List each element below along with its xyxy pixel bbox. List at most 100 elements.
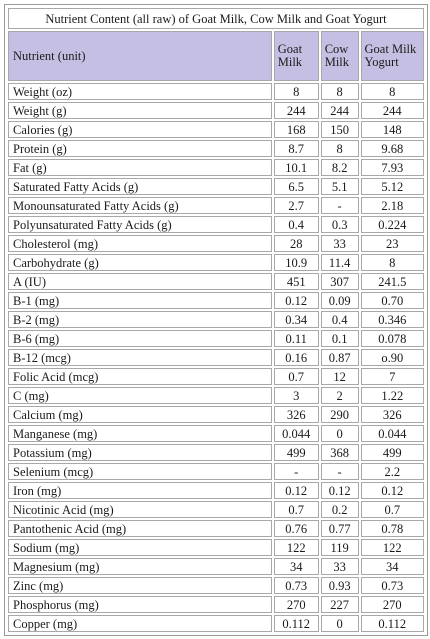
goat-yogurt-value-cell: 0.70 [360,292,424,309]
goat-milk-value-cell: 0.76 [273,520,319,537]
goat-milk-value-cell: 270 [273,596,319,613]
table-row: Nicotinic Acid (mg) 0.7 0.2 0.7 [8,501,424,518]
table-row: Iron (mg) 0.12 0.12 0.12 [8,482,424,499]
cow-milk-value-cell: 0.12 [320,482,359,499]
nutrient-name-cell: Folic Acid (mcg) [8,368,272,385]
cow-milk-value-cell: 12 [320,368,359,385]
table-row: Cholesterol (mg) 28 33 23 [8,235,424,252]
nutrient-table: Nutrient Content (all raw) of Goat Milk,… [6,6,426,634]
nutrient-name-cell: Calories (g) [8,121,272,138]
nutrient-name-cell: Monounsaturated Fatty Acids (g) [8,197,272,214]
table-row: Saturated Fatty Acids (g) 6.5 5.1 5.12 [8,178,424,195]
cow-milk-value-cell: 0.1 [320,330,359,347]
goat-yogurt-value-cell: 326 [360,406,424,423]
goat-yogurt-value-cell: 7.93 [360,159,424,176]
goat-yogurt-value-cell: 2.2 [360,463,424,480]
cow-milk-value-cell: 8 [320,140,359,157]
table-row: Magnesium (mg) 34 33 34 [8,558,424,575]
table-row: A (IU) 451 307 241.5 [8,273,424,290]
nutrient-name-cell: Protein (g) [8,140,272,157]
cow-milk-value-cell: 0.09 [320,292,359,309]
cow-milk-value-cell: 227 [320,596,359,613]
table-header-row: Nutrient (unit) Goat Milk Cow Milk Goat … [8,31,424,81]
cow-milk-value-cell: 119 [320,539,359,556]
table-row: Phosphorus (mg) 270 227 270 [8,596,424,613]
goat-yogurt-value-cell: 0.12 [360,482,424,499]
goat-yogurt-value-cell: 0.7 [360,501,424,518]
table-row: Polyunsaturated Fatty Acids (g) 0.4 0.3 0.2… [8,216,424,233]
goat-yogurt-value-cell: 0.78 [360,520,424,537]
cow-milk-value-cell: 0.2 [320,501,359,518]
goat-milk-value-cell: 0.12 [273,482,319,499]
cow-milk-value-cell: 8 [320,83,359,100]
goat-yogurt-value-cell: 0.078 [360,330,424,347]
cow-milk-value-cell: 0 [320,615,359,632]
table-row: B-6 (mg) 0.11 0.1 0.078 [8,330,424,347]
goat-milk-value-cell: 34 [273,558,319,575]
nutrient-name-cell: Copper (mg) [8,615,272,632]
goat-yogurt-value-cell: 270 [360,596,424,613]
table-row: C (mg) 3 2 1.22 [8,387,424,404]
goat-milk-value-cell: 10.9 [273,254,319,271]
goat-yogurt-value-cell: 0.112 [360,615,424,632]
table-row: Manganese (mg) 0.044 0 0.044 [8,425,424,442]
table-title: Nutrient Content (all raw) of Goat Milk,… [8,8,424,29]
nutrient-name-cell: Manganese (mg) [8,425,272,442]
goat-milk-value-cell: 28 [273,235,319,252]
goat-yogurt-value-cell: 499 [360,444,424,461]
nutrient-name-cell: Phosphorus (mg) [8,596,272,613]
goat-yogurt-value-cell: 8 [360,83,424,100]
goat-yogurt-value-cell: 1.22 [360,387,424,404]
goat-milk-value-cell: 244 [273,102,319,119]
header-cow-milk: Cow Milk [320,31,359,81]
nutrient-name-cell: B-6 (mg) [8,330,272,347]
nutrient-name-cell: Cholesterol (mg) [8,235,272,252]
nutrient-name-cell: Pantothenic Acid (mg) [8,520,272,537]
table-row: Potassium (mg) 499 368 499 [8,444,424,461]
nutrient-name-cell: Calcium (mg) [8,406,272,423]
table-row: Carbohydrate (g) 10.9 11.4 8 [8,254,424,271]
cow-milk-value-cell: 0.4 [320,311,359,328]
nutrient-table-container: Nutrient Content (all raw) of Goat Milk,… [4,4,428,636]
nutrient-name-cell: Fat (g) [8,159,272,176]
goat-yogurt-value-cell: 7 [360,368,424,385]
nutrient-name-cell: B-1 (mg) [8,292,272,309]
table-title-row: Nutrient Content (all raw) of Goat Milk,… [8,8,424,29]
goat-milk-value-cell: 0.044 [273,425,319,442]
nutrient-name-cell: Nicotinic Acid (mg) [8,501,272,518]
table-row: Fat (g) 10.1 8.2 7.93 [8,159,424,176]
nutrient-name-cell: Selenium (mcg) [8,463,272,480]
goat-milk-value-cell: 6.5 [273,178,319,195]
goat-milk-value-cell: 122 [273,539,319,556]
goat-milk-value-cell: 0.34 [273,311,319,328]
nutrient-name-cell: Carbohydrate (g) [8,254,272,271]
nutrient-name-cell: B-2 (mg) [8,311,272,328]
table-row: B-1 (mg) 0.12 0.09 0.70 [8,292,424,309]
goat-yogurt-value-cell: 2.18 [360,197,424,214]
goat-milk-value-cell: 0.112 [273,615,319,632]
cow-milk-value-cell: 150 [320,121,359,138]
nutrient-name-cell: Sodium (mg) [8,539,272,556]
table-row: Calories (g) 168 150 148 [8,121,424,138]
cow-milk-value-cell: 0.3 [320,216,359,233]
nutrient-name-cell: Magnesium (mg) [8,558,272,575]
goat-milk-value-cell: 0.12 [273,292,319,309]
nutrient-name-cell: Zinc (mg) [8,577,272,594]
goat-yogurt-value-cell: 8 [360,254,424,271]
goat-milk-value-cell: 3 [273,387,319,404]
goat-yogurt-value-cell: 122 [360,539,424,556]
nutrient-name-cell: C (mg) [8,387,272,404]
cow-milk-value-cell: 244 [320,102,359,119]
cow-milk-value-cell: 11.4 [320,254,359,271]
table-row: Zinc (mg) 0.73 0.93 0.73 [8,577,424,594]
goat-yogurt-value-cell: 23 [360,235,424,252]
header-goat-milk: Goat Milk [273,31,319,81]
table-row: Copper (mg) 0.112 0 0.112 [8,615,424,632]
goat-milk-value-cell: 326 [273,406,319,423]
goat-milk-value-cell: - [273,463,319,480]
table-body: Weight (oz) 8 8 8 Weight (g) 244 244 244 Calorie… [8,83,424,632]
goat-yogurt-value-cell: o.90 [360,349,424,366]
goat-milk-value-cell: 499 [273,444,319,461]
goat-milk-value-cell: 0.7 [273,501,319,518]
nutrient-name-cell: Potassium (mg) [8,444,272,461]
